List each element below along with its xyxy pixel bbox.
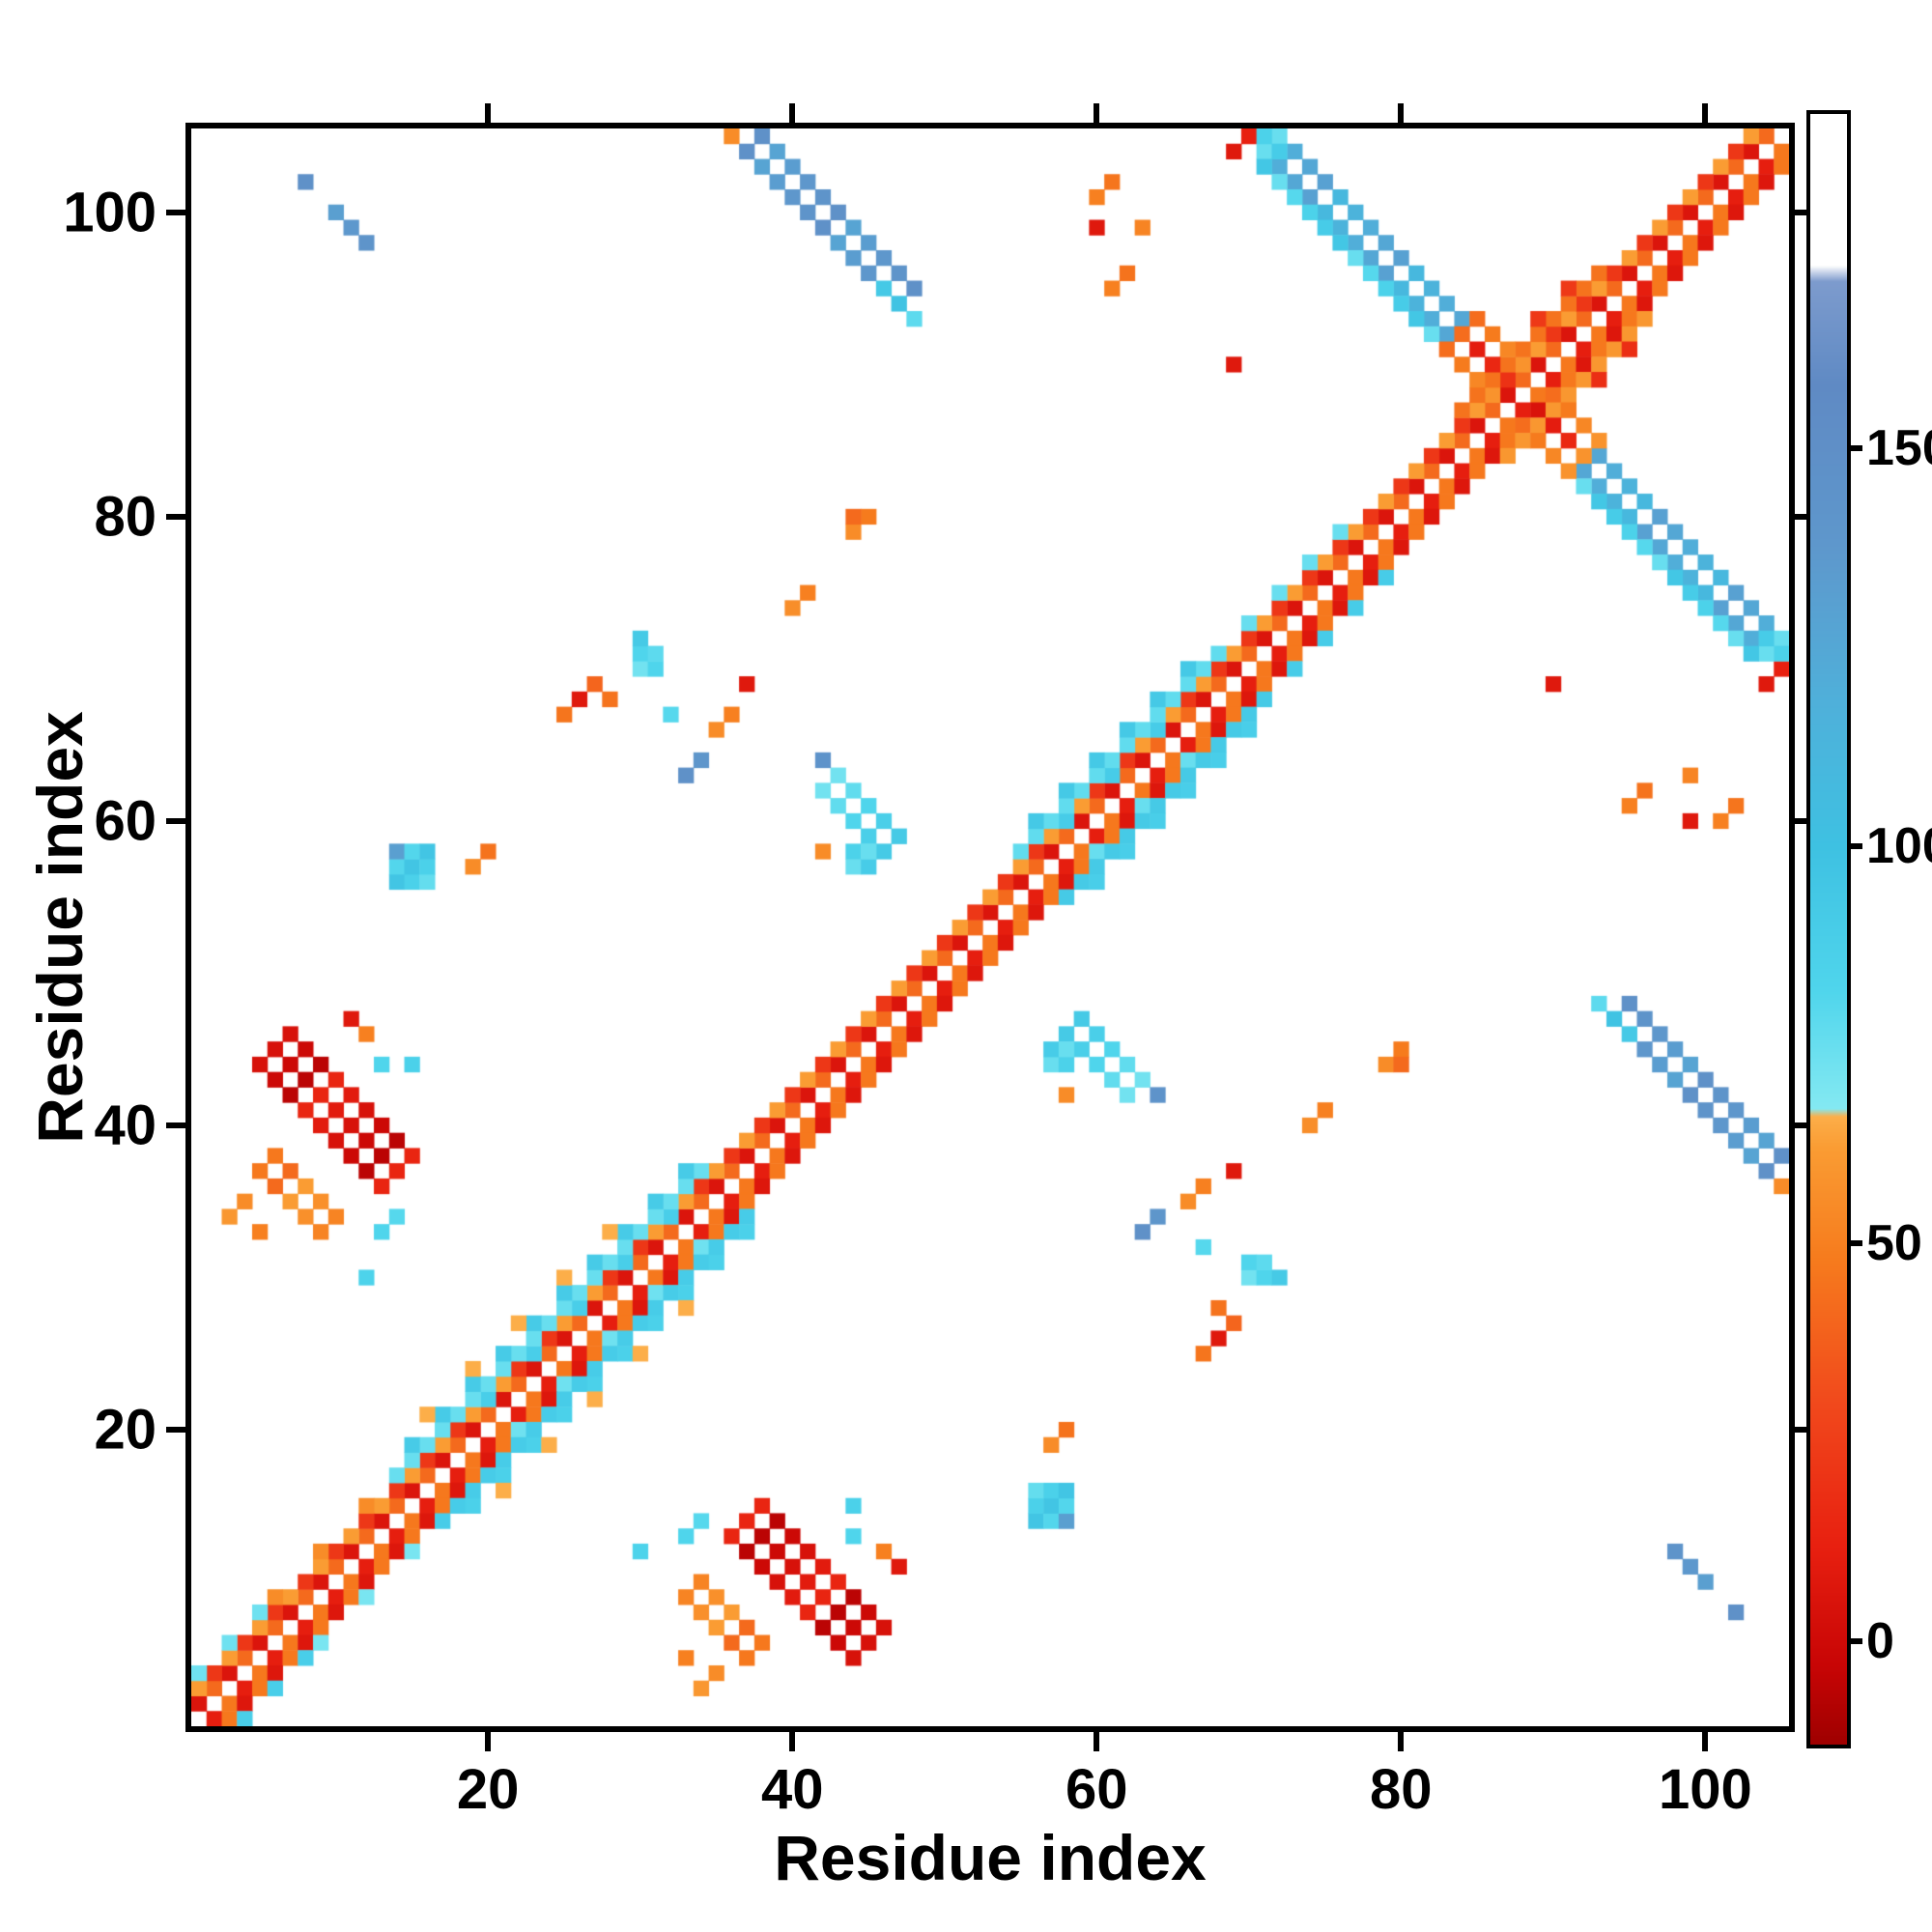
x-tick-mark-top	[485, 103, 492, 123]
y-tick-mark	[166, 1122, 185, 1128]
colorbar	[1806, 110, 1851, 1748]
y-tick-mark-right	[1795, 1122, 1814, 1128]
y-tick-label: 40	[94, 1094, 156, 1157]
colorbar-tick-mark	[1847, 1637, 1862, 1644]
x-tick-label: 60	[1065, 1758, 1128, 1821]
x-tick-label: 20	[456, 1758, 520, 1821]
colorbar-tick-mark	[1847, 444, 1862, 451]
y-axis-label: Residue index	[24, 711, 96, 1144]
y-tick-mark-right	[1795, 513, 1814, 520]
y-tick-mark	[166, 209, 185, 215]
x-tick-mark-top	[1094, 103, 1100, 123]
y-tick-label: 80	[94, 485, 156, 549]
y-tick-mark	[166, 817, 185, 824]
x-tick-label: 100	[1658, 1758, 1752, 1821]
x-tick-mark	[1702, 1732, 1709, 1751]
y-tick-mark-right	[1795, 817, 1814, 824]
x-axis-label: Residue index	[774, 1822, 1207, 1893]
heatmap-canvas	[191, 128, 1789, 1726]
x-tick-mark-top	[1702, 103, 1709, 123]
colorbar-canvas	[1810, 114, 1847, 1745]
x-tick-mark	[1094, 1732, 1100, 1751]
colorbar-tick-label: 100	[1866, 817, 1932, 874]
colorbar-tick-label: 150	[1866, 419, 1932, 476]
colorbar-tick-label: 0	[1866, 1612, 1894, 1669]
x-tick-mark-top	[789, 103, 796, 123]
y-tick-mark-right	[1795, 209, 1814, 215]
x-tick-label: 80	[1370, 1758, 1433, 1821]
x-tick-mark	[485, 1732, 492, 1751]
colorbar-tick-mark	[1847, 1240, 1862, 1247]
x-tick-mark	[1398, 1732, 1405, 1751]
y-tick-label: 20	[94, 1398, 156, 1462]
y-tick-mark	[166, 1426, 185, 1433]
x-tick-mark	[789, 1732, 796, 1751]
x-tick-mark-top	[1398, 103, 1405, 123]
colorbar-tick-mark	[1847, 842, 1862, 849]
colorbar-tick-label: 50	[1866, 1215, 1922, 1272]
y-tick-label: 100	[63, 181, 156, 244]
y-tick-mark-right	[1795, 1426, 1814, 1433]
y-tick-mark	[166, 513, 185, 520]
x-tick-label: 40	[760, 1758, 824, 1821]
y-tick-label: 60	[94, 789, 156, 853]
